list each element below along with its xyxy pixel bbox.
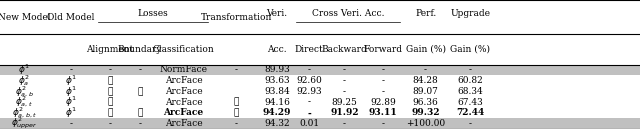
Text: Direct: Direct: [295, 45, 323, 54]
Text: New Model: New Model: [0, 13, 51, 22]
Text: 89.25: 89.25: [332, 98, 357, 107]
Text: Cross Veri. Acc.: Cross Veri. Acc.: [312, 9, 385, 18]
Text: $\phi^1$: $\phi^1$: [18, 63, 30, 77]
Text: ArcFace: ArcFace: [164, 76, 202, 85]
Text: -: -: [139, 65, 141, 74]
Bar: [0, 118, 640, 129]
Text: ✓: ✓: [234, 108, 239, 117]
Text: -: -: [108, 119, 111, 128]
Text: -: -: [108, 65, 111, 74]
Text: 99.32: 99.32: [412, 108, 440, 117]
Text: -: -: [235, 119, 237, 128]
Text: Old Model: Old Model: [47, 13, 95, 22]
Text: 93.11: 93.11: [369, 108, 397, 117]
Text: Losses: Losses: [138, 9, 168, 18]
Text: -: -: [382, 76, 385, 85]
Text: ✓: ✓: [107, 76, 113, 85]
Text: 94.16: 94.16: [264, 98, 290, 107]
Text: 94.32: 94.32: [264, 119, 290, 128]
Text: 89.93: 89.93: [264, 65, 290, 74]
Text: NormFace: NormFace: [159, 65, 207, 74]
Text: $\phi^2_{a,b}$: $\phi^2_{a,b}$: [15, 84, 33, 99]
Text: $\phi^2_a$: $\phi^2_a$: [18, 73, 30, 88]
Text: 94.29: 94.29: [263, 108, 291, 117]
Text: $\phi^1$: $\phi^1$: [65, 84, 77, 99]
Text: Boundary: Boundary: [118, 45, 163, 54]
Text: 72.44: 72.44: [456, 108, 484, 117]
Text: Backward: Backward: [321, 45, 367, 54]
Text: ✓: ✓: [138, 108, 143, 117]
Text: $\phi^1$: $\phi^1$: [65, 73, 77, 88]
Text: Gain (%): Gain (%): [451, 45, 490, 54]
Text: 93.63: 93.63: [264, 76, 290, 85]
Text: 84.28: 84.28: [413, 76, 438, 85]
Text: -: -: [469, 65, 472, 74]
Text: Transformation: Transformation: [200, 13, 272, 22]
Text: +100.00: +100.00: [406, 119, 445, 128]
Bar: [0, 64, 640, 75]
Text: 0.01: 0.01: [299, 119, 319, 128]
Text: 91.92: 91.92: [330, 108, 358, 117]
Text: ✓: ✓: [138, 87, 143, 96]
Text: -: -: [382, 87, 385, 96]
Text: -: -: [343, 87, 346, 96]
Text: $\phi^2_{a,b,t}$: $\phi^2_{a,b,t}$: [12, 106, 36, 120]
Text: 60.82: 60.82: [458, 76, 483, 85]
Text: 93.84: 93.84: [264, 87, 290, 96]
Text: -: -: [308, 65, 310, 74]
Text: 92.60: 92.60: [296, 76, 322, 85]
Text: Acc.: Acc.: [268, 45, 287, 54]
Text: -: -: [382, 119, 385, 128]
Text: Forward: Forward: [364, 45, 403, 54]
Text: Perf.: Perf.: [415, 9, 436, 18]
Text: $\phi^2_{upper}$: $\phi^2_{upper}$: [11, 116, 37, 129]
Text: Veri.: Veri.: [266, 9, 288, 18]
Text: $\phi^1$: $\phi^1$: [65, 95, 77, 109]
Text: -: -: [69, 119, 72, 128]
Text: ArcFace: ArcFace: [164, 87, 202, 96]
Text: -: -: [139, 119, 141, 128]
Text: 92.93: 92.93: [296, 87, 322, 96]
Text: Gain (%): Gain (%): [406, 45, 445, 54]
Text: $\phi^1$: $\phi^1$: [65, 106, 77, 120]
Text: -: -: [308, 98, 310, 107]
Text: -: -: [343, 119, 346, 128]
Text: Upgrade: Upgrade: [451, 9, 490, 18]
Text: $\phi^2_{a,t}$: $\phi^2_{a,t}$: [15, 95, 33, 110]
Text: ArcFace: ArcFace: [164, 98, 202, 107]
Text: 89.07: 89.07: [413, 87, 438, 96]
Text: ✓: ✓: [107, 87, 113, 96]
Text: ✓: ✓: [234, 98, 239, 107]
Text: ✓: ✓: [107, 98, 113, 107]
Text: -: -: [235, 65, 237, 74]
Text: -: -: [382, 65, 385, 74]
Text: 92.89: 92.89: [371, 98, 396, 107]
Text: Classification: Classification: [152, 45, 214, 54]
Text: Alignment: Alignment: [86, 45, 134, 54]
Text: ArcFace: ArcFace: [164, 119, 202, 128]
Text: ArcFace: ArcFace: [163, 108, 204, 117]
Text: 68.34: 68.34: [458, 87, 483, 96]
Text: -: -: [343, 76, 346, 85]
Text: -: -: [307, 108, 311, 117]
Text: 96.36: 96.36: [413, 98, 438, 107]
Text: -: -: [469, 119, 472, 128]
Text: -: -: [424, 65, 427, 74]
Text: -: -: [69, 65, 72, 74]
Text: ✓: ✓: [107, 108, 113, 117]
Text: -: -: [343, 65, 346, 74]
Text: 67.43: 67.43: [458, 98, 483, 107]
